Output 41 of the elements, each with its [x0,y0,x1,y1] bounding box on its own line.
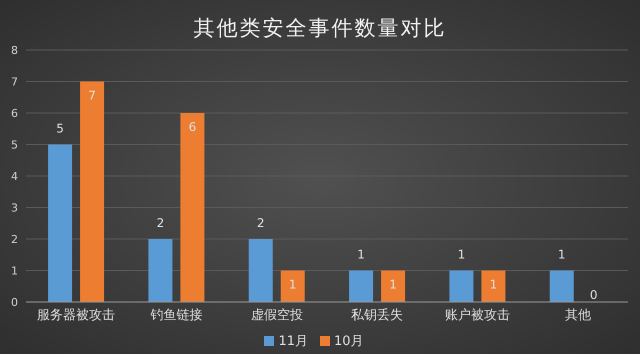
bar [550,270,574,302]
bar [481,270,506,302]
bar [180,113,204,302]
y-tick-label: 8 [11,44,18,57]
data-label: 1 [389,278,397,292]
bar [148,239,172,302]
y-tick-label: 1 [11,264,18,278]
x-tick-label: 账户被攻击 [445,308,510,324]
data-label: 6 [188,120,196,134]
data-label: 1 [558,248,566,262]
data-label: 1 [490,278,498,292]
bar [48,144,72,302]
legend-label: 10月 [334,333,364,350]
bar [449,270,474,302]
x-tick-label: 服务器被攻击 [37,308,116,324]
y-tick-label: 5 [11,138,18,152]
data-label: 7 [88,88,96,102]
y-tick-label: 2 [11,232,18,246]
bar [381,270,406,302]
y-tick-label: 7 [11,75,18,88]
x-tick-label: 钓鱼链接 [150,308,202,324]
data-label: 1 [357,248,365,262]
y-tick-label: 3 [11,201,18,214]
bar [80,82,104,302]
data-label: 0 [590,288,598,302]
x-tick-label: 其他 [564,308,591,324]
bar [248,239,273,302]
data-label: 2 [156,216,164,230]
legend-label: 11月 [278,333,308,350]
y-tick-label: 4 [11,170,18,183]
data-label: 1 [288,278,297,292]
bar [280,270,305,302]
bar [349,270,374,302]
data-label: 2 [256,216,265,230]
y-tick-label: 6 [11,106,18,120]
chart-title: 其他类安全事件数量对比 [192,15,448,42]
y-tick-label: 0 [11,296,18,309]
x-tick-label: 私钥丢失 [351,308,404,324]
x-tick-label: 虚假空投 [250,308,303,324]
data-label: 1 [458,248,466,262]
data-label: 5 [56,122,64,136]
